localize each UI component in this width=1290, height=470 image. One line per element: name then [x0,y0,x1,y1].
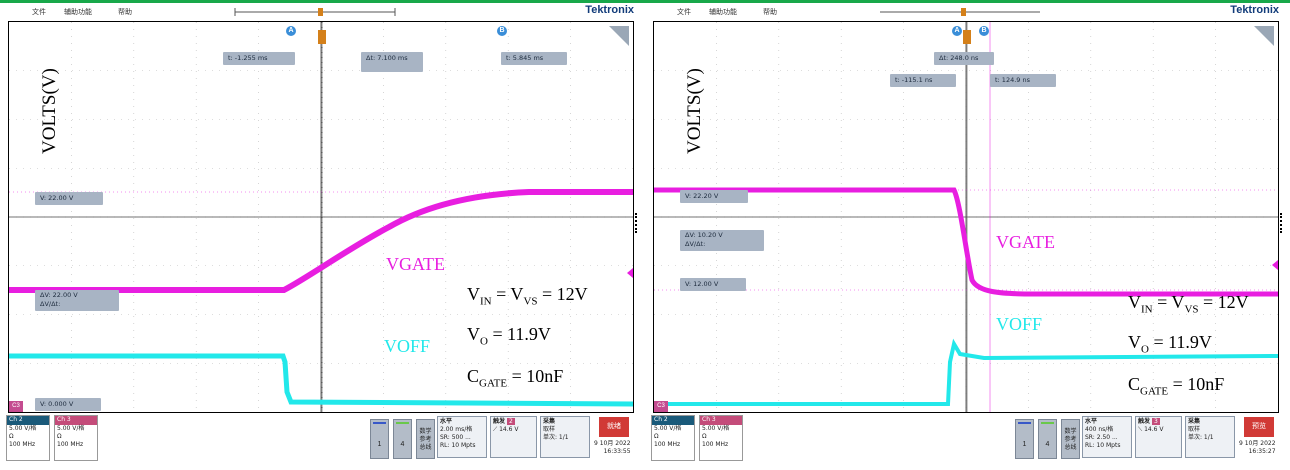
menu-file[interactable]: 文件 [677,8,691,16]
trigger-settings[interactable]: 触发 2 ⟋ 14.6 V [490,416,537,458]
trigger-settings[interactable]: 触发 3 ⟍ 14.6 V [1135,416,1182,458]
math-ref-bus-button[interactable]: 数学 参考 总线 [1061,419,1080,459]
voff-trace [654,338,1278,406]
voff-label: VOFF [996,314,1043,334]
side-handle[interactable] [635,213,639,233]
readout-dt[interactable]: Δt: 7.100 ms [361,52,423,72]
ch2-badge[interactable]: Ch 2 5.00 V/格 Ω 100 MHz [6,415,50,461]
acquisition-settings[interactable]: 采集 取样 单次: 1/1 [1185,416,1235,458]
cursor-b-marker[interactable]: B [497,26,507,36]
graticule [654,22,1278,412]
ch3-ground-marker[interactable]: C3 [9,401,23,412]
side-handle[interactable] [1280,213,1284,233]
trigger-position-icon[interactable] [963,30,971,44]
brand-logo: Tektronix [585,4,634,16]
ch4-button[interactable]: 4 [393,419,412,459]
acquisition-settings[interactable]: 采集 取样 单次: 1/1 [540,416,590,458]
menu-bar: 文件 辅助功能 帮助 Tektronix [645,3,1285,19]
readout-t2[interactable]: t: 5.845 ms [501,52,567,65]
ch3-badge[interactable]: Ch 3 5.00 V/格 Ω 100 MHz [54,415,98,461]
status-bar: Ch 2 5.00 V/格 Ω 100 MHz Ch 3 5.00 V/格 Ω 100 … [645,413,1285,463]
run-stop-button[interactable]: 就绪 [599,417,629,437]
readout-t1[interactable]: t: -115.1 ns [890,74,956,87]
readout-v[interactable]: V: 22.20 V [680,190,748,203]
ch2-badge[interactable]: Ch 2 5.00 V/格 Ω 100 MHz [651,415,695,461]
vo-equation: VO = 11.9V [1128,332,1212,356]
ch3-ground-marker[interactable]: C3 [654,401,668,412]
readout-v2[interactable]: V: 0.000 V [35,398,101,411]
ch1-button[interactable]: 1 [1015,419,1034,459]
scope-panel-right: 文件 辅助功能 帮助 Tektronix A B Δt: 248.0 ns t:… [645,3,1285,463]
readout-v2[interactable]: V: 12.00 V [680,278,746,291]
cgate-equation: CGATE = 10nF [1128,374,1225,398]
horizontal-settings[interactable]: 水平 400 ns/格 SR: 2.50 ... RL: 10 Mpts [1082,416,1132,458]
cgate-equation: CGATE = 10nF [467,366,564,390]
vgate-label: VGATE [996,232,1055,252]
y-axis-label: VOLTS(V) [39,68,60,154]
menu-help[interactable]: 帮助 [118,8,132,16]
waveform-display[interactable]: A B t: -1.255 ms Δt: 7.100 ms t: 5.845 m… [8,21,634,413]
cursor-a-marker[interactable]: A [952,26,962,36]
brand-logo: Tektronix [1230,4,1279,16]
date-time: 9 10月 2022 16:35:27 [1239,440,1276,455]
readout-dt[interactable]: Δt: 248.0 ns [934,52,994,65]
menu-utility[interactable]: 辅助功能 [709,8,737,16]
top-accent-line [0,0,1290,3]
cursor-a-marker[interactable]: A [286,26,296,36]
graticule [9,22,633,412]
trigger-position-icon[interactable] [318,30,326,44]
horizontal-settings[interactable]: 水平 2.00 ms/格 SR: 500 ... RL: 10 Mpts [437,416,487,458]
trigger-level-icon[interactable] [1272,260,1278,270]
readout-dv[interactable]: ΔV: 22.00 V ΔV/Δt: [35,290,119,311]
math-ref-bus-button[interactable]: 数学 参考 总线 [416,419,435,459]
status-bar: Ch 2 5.00 V/格 Ω 100 MHz Ch 3 5.00 V/格 Ω 100 … [0,413,640,463]
waveform-display[interactable]: A B Δt: 248.0 ns t: -115.1 ns t: 124.9 n… [653,21,1279,413]
vgate-trace [654,187,1278,297]
record-overview[interactable] [230,7,400,17]
readout-v[interactable]: V: 22.00 V [35,192,103,205]
readout-t1[interactable]: t: -1.255 ms [223,52,295,65]
scope-panel-left: 文件 辅助功能 帮助 Tektronix A B t: -1.255 ms Δt… [0,3,640,463]
readout-t2[interactable]: t: 124.9 ns [990,74,1056,87]
record-overview[interactable] [875,7,1045,17]
vin-equation: VIN = VVS = 12V [467,284,588,308]
y-axis-label: VOLTS(V) [684,68,705,154]
readout-dv[interactable]: ΔV: 10.20 V ΔV/Δt: [680,230,764,251]
vin-equation: VIN = VVS = 12V [1128,292,1249,316]
menu-help[interactable]: 帮助 [763,8,777,16]
waveforms [9,22,633,412]
voff-label: VOFF [384,336,431,356]
ch3-badge[interactable]: Ch 3 5.00 V/格 Ω 100 MHz [699,415,743,461]
menu-utility[interactable]: 辅助功能 [64,8,92,16]
ch1-button[interactable]: 1 [370,419,389,459]
menu-bar: 文件 辅助功能 帮助 Tektronix [0,3,640,19]
vgate-trace [9,189,633,293]
waveforms [654,22,1278,412]
run-stop-button[interactable]: 预览 [1244,417,1274,437]
ch4-button[interactable]: 4 [1038,419,1057,459]
trigger-level-icon[interactable] [627,268,633,278]
voff-trace [9,353,633,407]
cursor-b-marker[interactable]: B [979,26,989,36]
vgate-label: VGATE [386,254,445,274]
date-time: 9 10月 2022 16:33:55 [594,440,631,455]
menu-file[interactable]: 文件 [32,8,46,16]
vo-equation: VO = 11.9V [467,324,551,348]
